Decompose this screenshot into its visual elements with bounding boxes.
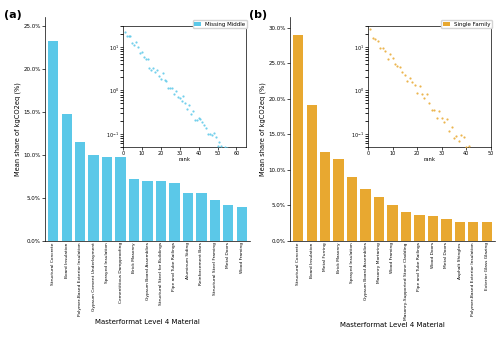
Bar: [156, 182, 166, 241]
Bar: [482, 222, 492, 241]
Bar: [102, 157, 112, 241]
Bar: [320, 152, 330, 241]
Bar: [129, 179, 139, 241]
Y-axis label: Mean share of kgCO2eq (%): Mean share of kgCO2eq (%): [259, 82, 266, 176]
Legend: Single Family: Single Family: [442, 20, 492, 28]
Bar: [142, 181, 152, 241]
X-axis label: Masterformat Level 4 Material: Masterformat Level 4 Material: [95, 319, 200, 325]
Bar: [183, 193, 193, 241]
Bar: [455, 222, 465, 241]
Bar: [116, 157, 126, 241]
Bar: [75, 142, 85, 241]
Bar: [414, 215, 424, 241]
Bar: [224, 205, 234, 241]
Bar: [62, 114, 72, 241]
Bar: [374, 197, 384, 241]
Text: (b): (b): [249, 10, 267, 21]
Bar: [442, 219, 452, 241]
X-axis label: Masterformat Level 4 Material: Masterformat Level 4 Material: [340, 322, 445, 329]
Text: (a): (a): [4, 10, 22, 21]
Bar: [360, 189, 370, 241]
Bar: [196, 193, 206, 241]
Bar: [293, 35, 303, 241]
Bar: [306, 105, 316, 241]
Bar: [210, 200, 220, 241]
Legend: Missing Middle: Missing Middle: [192, 20, 247, 28]
Bar: [347, 177, 357, 241]
Bar: [401, 212, 411, 241]
Bar: [170, 183, 179, 241]
Bar: [88, 155, 99, 241]
Bar: [388, 205, 398, 241]
Bar: [334, 159, 344, 241]
Bar: [428, 216, 438, 241]
Y-axis label: Mean share of kgCO2eq (%): Mean share of kgCO2eq (%): [14, 82, 20, 176]
Bar: [48, 41, 58, 241]
Bar: [468, 222, 478, 241]
Bar: [237, 207, 247, 241]
